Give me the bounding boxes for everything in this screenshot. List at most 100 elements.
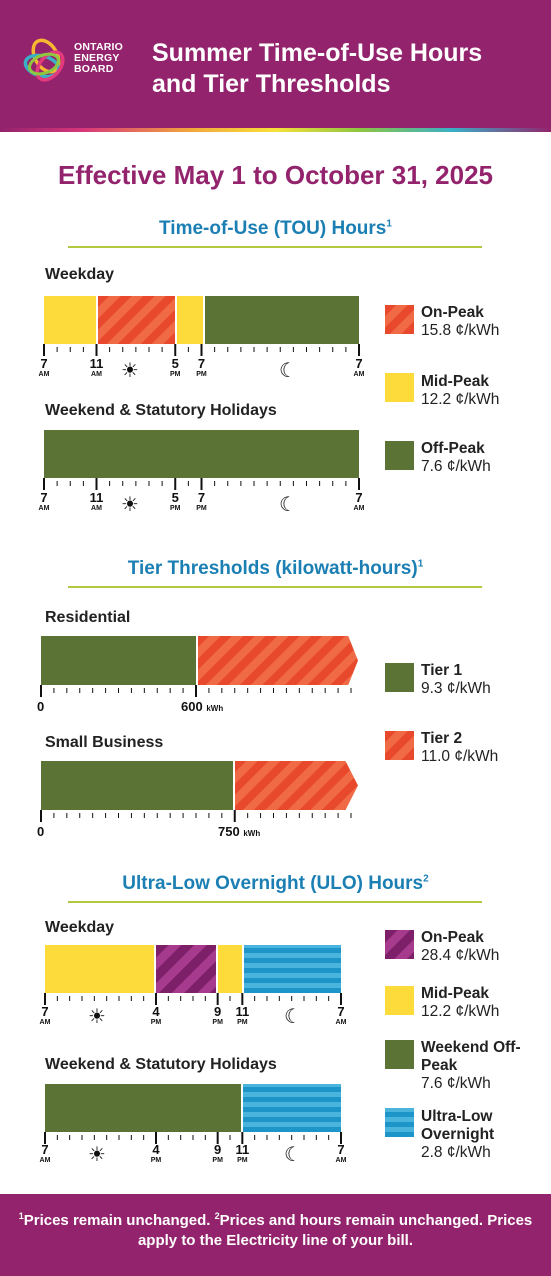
ulo-weekend-label: Weekend & Statutory Holidays [45,1056,277,1073]
tick-hour: 9 [214,1004,222,1019]
legend-price: 12.2 ¢/kWh [421,1003,500,1020]
tick-hour: 7 [197,356,206,371]
legend-item-weekend-off-peak: Weekend Off-Peak 7.6 ¢/kWh [421,1039,531,1093]
tier-section-underline [68,586,482,588]
ulo-weekday-tick-labels: 7 AM 4 PM 9 PM 11 PM 7 AM [40,1005,347,1029]
ulo-weekend-tick-labels: 7 AM 4 PM 9 PM 11 PM 7 AM [40,1142,347,1167]
unit-label: kWh [243,829,261,838]
tick-ampm: AM [39,1157,51,1164]
tick-label: 7 AM [336,1005,347,1026]
tick-ampm: PM [196,505,207,512]
legend-swatch-ulo-on-peak [385,930,414,959]
tick-ampm: AM [91,505,102,512]
tick-ampm: AM [335,1019,347,1026]
tou-weekend-label: Weekend & Statutory Holidays [45,402,277,419]
tick-label: 7 PM [196,357,207,378]
small-business-bar [41,761,358,810]
mid-segment [216,945,243,993]
logo-line: BOARD [74,63,114,75]
sun-icon: ☀ [121,494,139,516]
mid-segment [44,296,96,344]
small-business-label: Small Business [45,734,164,751]
effective-dates: Effective May 1 to October 31, 2025 [58,160,493,190]
oeb-logo-icon [23,38,65,82]
legend-price: 11.0 ¢/kWh [421,748,499,765]
tick-hour: 7 [40,356,48,371]
tick-hour: 5 [171,490,179,505]
tick-label: 5 PM [170,357,181,378]
tou-section-underline [68,246,482,248]
footer-note: 1Prices remain unchanged. 2Prices and ho… [0,1194,551,1276]
legend-item-off-peak: Off-Peak 7.6 ¢/kWh [421,440,491,476]
tier2-segment [233,761,358,810]
tou-weekend-axis [43,478,360,490]
tick-ampm: PM [237,1157,248,1164]
tick-ampm: AM [353,371,365,378]
tick-ampm: AM [38,505,50,512]
small-business-threshold: 750 kWh [218,825,260,838]
title-line-1: Summer Time-of-Use Hours [152,39,483,67]
legend-swatch-weekend-off-peak [385,1040,414,1069]
tick-hour: 4 [152,1142,160,1157]
off-segment [202,296,359,344]
tick-ampm: AM [91,371,102,378]
legend-swatch-ulo-mid-peak [385,986,414,1015]
tick-ampm: PM [237,1019,248,1026]
ulo-weekday-axis [44,993,342,1005]
tier-title-text: Tier Thresholds (kilowatt-hours) [127,558,418,579]
tick-ampm: PM [212,1157,223,1164]
mid-segment [174,296,203,344]
legend-price: 2.8 ¢/kWh [421,1144,491,1161]
footnote-mark: 1 [386,218,392,230]
ulo-weekday-bar [45,945,341,993]
moon-icon: ☾ [279,360,297,382]
legend-name: On-Peak [421,304,484,321]
legend-item-mid-peak: Mid-Peak 12.2 ¢/kWh [421,373,499,409]
legend-item-tier1: Tier 1 9.3 ¢/kWh [421,662,491,698]
residential-label: Residential [45,609,131,626]
tier-section-title: Tier Thresholds (kilowatt-hours)1 [0,558,551,580]
tick-ampm: AM [335,1157,347,1164]
tick-label: 4 PM [151,1005,162,1026]
tick-ampm: AM [38,371,50,378]
tou-weekend-tick-labels: 7 AM 11 AM 5 PM 7 PM 7 AM [39,490,365,515]
moon-icon: ☾ [279,494,297,516]
moon-icon: ☾ [284,1006,302,1028]
on-segment [95,296,175,344]
mid-segment [45,945,154,993]
footnote-mark: 1 [18,1211,24,1221]
tick-hour: 11 [235,1004,250,1019]
tick-ampm: PM [212,1019,223,1026]
tou-weekday-label: Weekday [45,266,115,283]
legend-swatch-ultra-low [385,1108,414,1137]
footnote-mark: 2 [423,873,429,885]
tick-label: 11 PM [235,1005,249,1026]
tick-hour: 7 [355,490,363,505]
tick-hour: 7 [40,490,48,505]
tick-label: 9 PM [212,1005,223,1026]
legend-name: Mid-Peak [421,985,490,1002]
tick-label: 7 AM [354,357,365,378]
tick-label: 11 PM [235,1143,249,1164]
legend-name: Weekend Off-Peak [421,1039,521,1074]
legend-price: 7.6 ¢/kWh [421,1075,491,1092]
legend-swatch-mid-peak [385,373,414,402]
small-business-zero: 0 [37,824,45,839]
ulo-weekend-axis [44,1132,342,1144]
legend-price: 12.2 ¢/kWh [421,391,500,408]
tou-weekday-axis [43,344,360,356]
tick-label: 7 AM [40,1005,51,1026]
tier1-segment [41,636,196,685]
tier2-segment [196,636,358,685]
tick-hour: 7 [337,1004,345,1019]
tick-hour: 7 [41,1004,49,1019]
threshold-value: 600 [181,699,203,714]
legend-item-ulo-mid-peak: Mid-Peak 12.2 ¢/kWh [421,985,499,1021]
footer-text-1: Prices remain unchanged. [23,1212,215,1229]
tou-section-title: Time-of-Use (TOU) Hours1 [0,218,551,240]
tick-hour: 11 [89,490,104,505]
legend-item-ultra-low: Ultra-Low Overnight 2.8 ¢/kWh [421,1108,531,1162]
ulo-on-segment [153,945,217,993]
tick-ampm: PM [170,371,181,378]
ulo-weekday-label: Weekday [45,919,115,936]
